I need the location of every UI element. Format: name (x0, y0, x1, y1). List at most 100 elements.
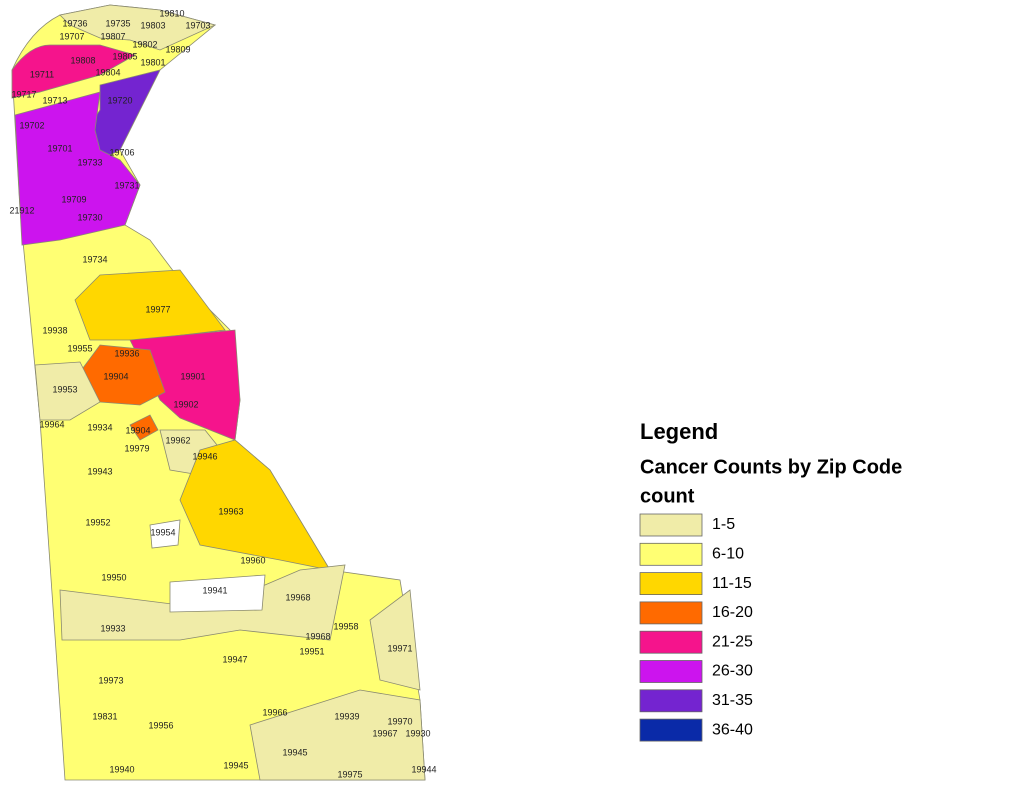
zip-label: 19713 (42, 95, 67, 105)
zip-label: 19946 (192, 451, 217, 461)
legend-label: 36-40 (712, 721, 753, 738)
zip-label: 19970 (387, 716, 412, 726)
legend-title: Legend (640, 419, 718, 444)
legend-swatch (639, 689, 703, 713)
zip-label: 19902 (173, 399, 198, 409)
zip-label: 19975 (337, 769, 362, 779)
zip-label: 19963 (218, 506, 243, 516)
legend: 1-5 6-10 11-15 16-20 21-25 26-30 31-35 36-40 (639, 513, 753, 742)
zip-label: 19953 (52, 384, 77, 394)
zip-label: 19707 (59, 31, 84, 41)
zip-label: 19952 (85, 517, 110, 527)
zip-label: 19709 (61, 194, 86, 204)
zip-label: 19962 (165, 435, 190, 445)
region (14, 91, 141, 246)
zip-label: 19966 (262, 707, 287, 717)
zip-label: 19977 (145, 304, 170, 314)
zip-label: 19956 (148, 720, 173, 730)
legend-swatch (639, 601, 703, 625)
legend-swatch (639, 630, 703, 654)
legend-label: 26-30 (712, 663, 753, 680)
zip-label: 19933 (100, 623, 125, 633)
zip-label: 19938 (42, 325, 67, 335)
zip-label: 19944 (411, 764, 436, 774)
zip-label: 19731 (114, 180, 139, 190)
legend-swatch (639, 572, 703, 595)
zip-label: 19971 (387, 643, 412, 653)
zip-label: 19810 (159, 8, 184, 18)
zip-label: 19802 (132, 39, 157, 49)
region (34, 361, 101, 421)
zip-label: 19809 (165, 44, 190, 54)
zip-label: 19943 (87, 466, 112, 476)
zip-label: 19964 (39, 419, 64, 429)
zip-label: 19901 (180, 371, 205, 381)
zip-label: 19945 (223, 760, 248, 770)
zip-label: 19807 (100, 31, 125, 41)
zip-label: 19936 (114, 348, 139, 358)
zip-label: 19831 (92, 711, 117, 721)
region (11, 44, 137, 99)
regions (11, 4, 426, 781)
region (369, 589, 421, 691)
region (74, 269, 226, 341)
zip-label: 19733 (77, 157, 102, 167)
region (169, 574, 266, 613)
zip-label: 19736 (62, 18, 87, 28)
zip-label: 21912 (9, 205, 34, 215)
region (149, 519, 181, 549)
zip-label: 19730 (77, 212, 102, 222)
zip-label: 19702 (19, 120, 44, 130)
zip-label: 19711 (30, 69, 54, 79)
region (179, 439, 331, 571)
legend-swatch (639, 542, 703, 566)
legend-label: 16-20 (712, 604, 753, 621)
zip-label: 19703 (185, 20, 210, 30)
zip-label: 19951 (299, 646, 324, 656)
legend-label: 21-25 (712, 633, 753, 650)
zip-label: 19967 (372, 728, 397, 738)
zip-label: 19717 (11, 89, 36, 99)
legend-field: count (640, 485, 695, 507)
zip-label: 19720 (107, 95, 132, 105)
region (249, 689, 426, 781)
zip-label: 19804 (95, 67, 120, 77)
legend-layer: Cancer Counts by Zip Code (640, 456, 902, 478)
zip-label: 19904 (125, 425, 150, 435)
zip-label: 19701 (47, 143, 72, 153)
region (129, 414, 159, 441)
zip-label: 19930 (405, 728, 430, 738)
zip-label: 19706 (109, 147, 134, 157)
zip-label: 19950 (101, 572, 126, 582)
zip-label: 19960 (240, 555, 265, 565)
zip-label: 19954 (150, 527, 175, 537)
zip-label: 19979 (124, 443, 149, 453)
legend-label: 6-10 (712, 546, 744, 563)
zip-label: 19803 (140, 20, 165, 30)
legend-swatch (639, 718, 703, 742)
zip-label: 19973 (98, 675, 123, 685)
region (59, 4, 217, 51)
zip-label: 19947 (222, 654, 247, 664)
zip-label: 19968 (285, 592, 310, 602)
legend-swatch (639, 513, 703, 537)
zip-label: 19735 (105, 18, 130, 28)
zip-label: 19805 (112, 51, 137, 61)
zip-label: 19945 (282, 747, 307, 757)
zip-label: 19941 (202, 585, 227, 595)
zip-label: 19934 (87, 422, 112, 432)
zip-label: 19734 (82, 254, 107, 264)
zip-label: 19808 (70, 55, 95, 65)
legend-label: 11-15 (712, 575, 752, 592)
zip-label: 19801 (140, 57, 165, 67)
zip-label: 19958 (333, 621, 358, 631)
legend-label: 31-35 (712, 692, 753, 709)
zip-label: 19955 (67, 343, 92, 353)
legend-label: 1-5 (712, 516, 735, 533)
zip-label: 19940 (109, 764, 134, 774)
legend-swatch (639, 660, 703, 683)
zip-label: 19939 (334, 711, 359, 721)
zip-label: 19904 (103, 371, 128, 381)
